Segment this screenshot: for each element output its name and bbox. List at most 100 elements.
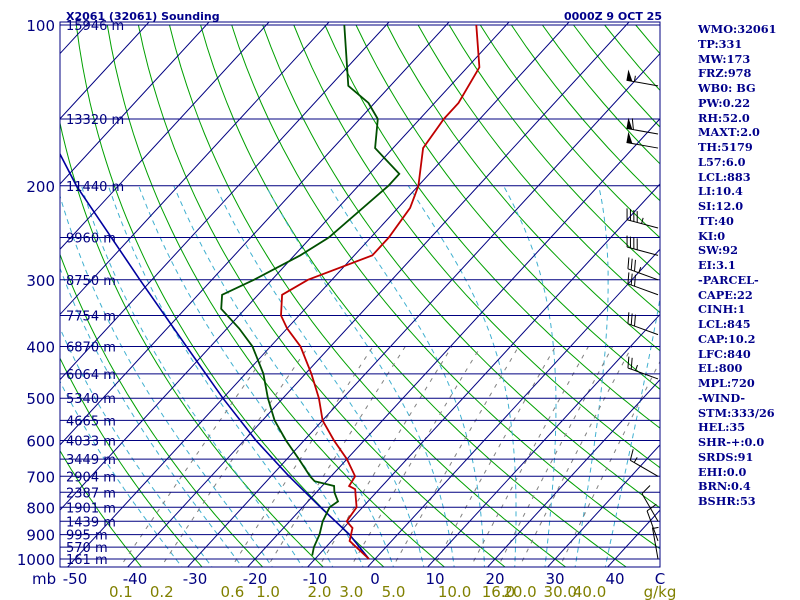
index-line: LCL:883 xyxy=(698,169,751,184)
index-line: KI:0 xyxy=(698,228,726,243)
height-label: 2904 m xyxy=(66,470,116,485)
height-label: 1439 m xyxy=(66,515,116,530)
dewpoint-line xyxy=(220,24,401,556)
index-line: HEL:35 xyxy=(698,420,746,435)
background-lines xyxy=(60,22,660,567)
temperature-tick-label: 20 xyxy=(485,570,504,588)
index-line: TT:40 xyxy=(698,213,734,228)
index-line: LFC:840 xyxy=(698,346,751,361)
height-label: 6064 m xyxy=(66,368,116,383)
dry-adiabat xyxy=(137,24,506,567)
wind-barb xyxy=(626,69,659,87)
pressure-tick-label: 1000 xyxy=(17,551,55,569)
index-line: CINH:1 xyxy=(698,302,746,317)
wind-barb xyxy=(626,235,659,256)
temperature-tick-label: 0 xyxy=(370,570,380,588)
isotherm xyxy=(426,313,660,567)
mixing-ratio-line xyxy=(119,346,272,567)
index-line: EI:3.1 xyxy=(698,258,736,272)
index-line: EHI:0.0 xyxy=(698,464,747,479)
wind-barb xyxy=(627,356,659,380)
index-line: PW:0.22 xyxy=(698,95,751,110)
pressure-tick-label: 100 xyxy=(26,17,55,35)
dry-adiabat xyxy=(324,24,660,429)
height-label: 570 m xyxy=(66,541,108,556)
pressure-axis-unit: mb xyxy=(32,570,56,588)
isotherm xyxy=(186,52,660,567)
index-line: MW:173 xyxy=(698,51,751,66)
isotherm xyxy=(366,248,660,567)
height-label: 7754 m xyxy=(66,310,116,325)
sounding-profiles xyxy=(60,24,481,560)
mixing-ratio-line xyxy=(433,346,556,567)
height-label: 15946 m xyxy=(66,19,124,34)
mixing-ratio-label: 16.0 xyxy=(482,583,515,600)
mixing-ratio-label: 30.0 xyxy=(544,583,577,600)
wind-barb xyxy=(646,503,659,542)
mixing-ratio-label: 0.2 xyxy=(150,583,174,600)
wind-barbs xyxy=(626,69,659,560)
index-line: TH:5179 xyxy=(698,140,753,154)
mixing-ratio-label: 10.0 xyxy=(438,583,471,600)
mixing-ratio-label: 0.6 xyxy=(220,583,244,600)
index-line: SHR-+:0.0 xyxy=(698,435,765,449)
height-label: 13320 m xyxy=(66,113,124,128)
moist-adiabat xyxy=(138,185,364,567)
plot-frame xyxy=(59,21,661,568)
temperature-tick-label: 10 xyxy=(425,570,444,588)
temperature-tick-label: 30 xyxy=(545,570,564,588)
mixing-ratio-line xyxy=(470,346,589,567)
index-line: SRDS:91 xyxy=(698,449,754,464)
pressure-tick-label: 600 xyxy=(26,433,55,451)
height-label: 161 m xyxy=(66,553,108,568)
isotherm xyxy=(60,22,150,120)
dry-adiabat xyxy=(231,24,660,550)
pressure-tick-label: 300 xyxy=(26,272,55,290)
index-line: CAPE:22 xyxy=(698,287,753,302)
height-label: 995 m xyxy=(66,529,108,544)
mixing-ratio-label: 3.0 xyxy=(339,583,363,600)
temperature-tick-label: -20 xyxy=(243,570,268,588)
temperature-axis-unit: C xyxy=(655,570,665,588)
mixing-ratio-label: 1.0 xyxy=(256,583,280,600)
pressure-tick-label: 900 xyxy=(26,527,55,545)
index-line: WB0: BG xyxy=(698,81,756,95)
mixing-ratio-unit: g/kg xyxy=(644,583,677,600)
index-line: SW:92 xyxy=(698,243,738,258)
isotherm xyxy=(60,22,270,250)
moist-adiabat xyxy=(60,266,243,567)
moist-adiabat xyxy=(214,185,425,567)
isotherm xyxy=(486,378,660,567)
dry-adiabat xyxy=(60,120,324,567)
dry-adiabat xyxy=(106,24,446,567)
height-label: 3449 m xyxy=(66,453,116,468)
mixing-ratio-label: 0.1 xyxy=(109,583,133,600)
moist-adiabat xyxy=(407,185,517,567)
wind-barb xyxy=(626,208,659,229)
mixing-ratio-line xyxy=(266,346,406,567)
index-line: MPL:720 xyxy=(698,376,755,390)
temperature-tick-label: -10 xyxy=(303,570,328,588)
wind-barb xyxy=(629,449,659,477)
height-label: 1901 m xyxy=(66,501,116,516)
isotherm xyxy=(126,22,630,567)
station-title: X2061 (32061) Sounding xyxy=(66,10,220,23)
moist-adiabat xyxy=(503,185,557,567)
dry-adiabat xyxy=(355,24,660,390)
height-label: 2387 m xyxy=(66,486,116,501)
dry-adiabat xyxy=(60,357,203,567)
index-line: WMO:32061 xyxy=(698,22,777,36)
dry-adiabat xyxy=(386,24,660,352)
wind-barb xyxy=(627,312,659,336)
mixing-ratio-labels: 0.1 0.2 0.6 1.0 2.0 3.0 5.0 10.0 16.020.0 30.040.… xyxy=(109,583,676,600)
isotherm xyxy=(66,22,570,567)
temperature-tick-label: -30 xyxy=(183,570,208,588)
index-line: SI:12.0 xyxy=(698,199,744,213)
isotherm xyxy=(546,444,660,567)
index-line: LCL:845 xyxy=(698,317,751,331)
height-label: 9960 m xyxy=(66,231,116,246)
pressure-tick-label: 700 xyxy=(26,468,55,486)
index-line: STM:333/26 xyxy=(698,405,775,420)
